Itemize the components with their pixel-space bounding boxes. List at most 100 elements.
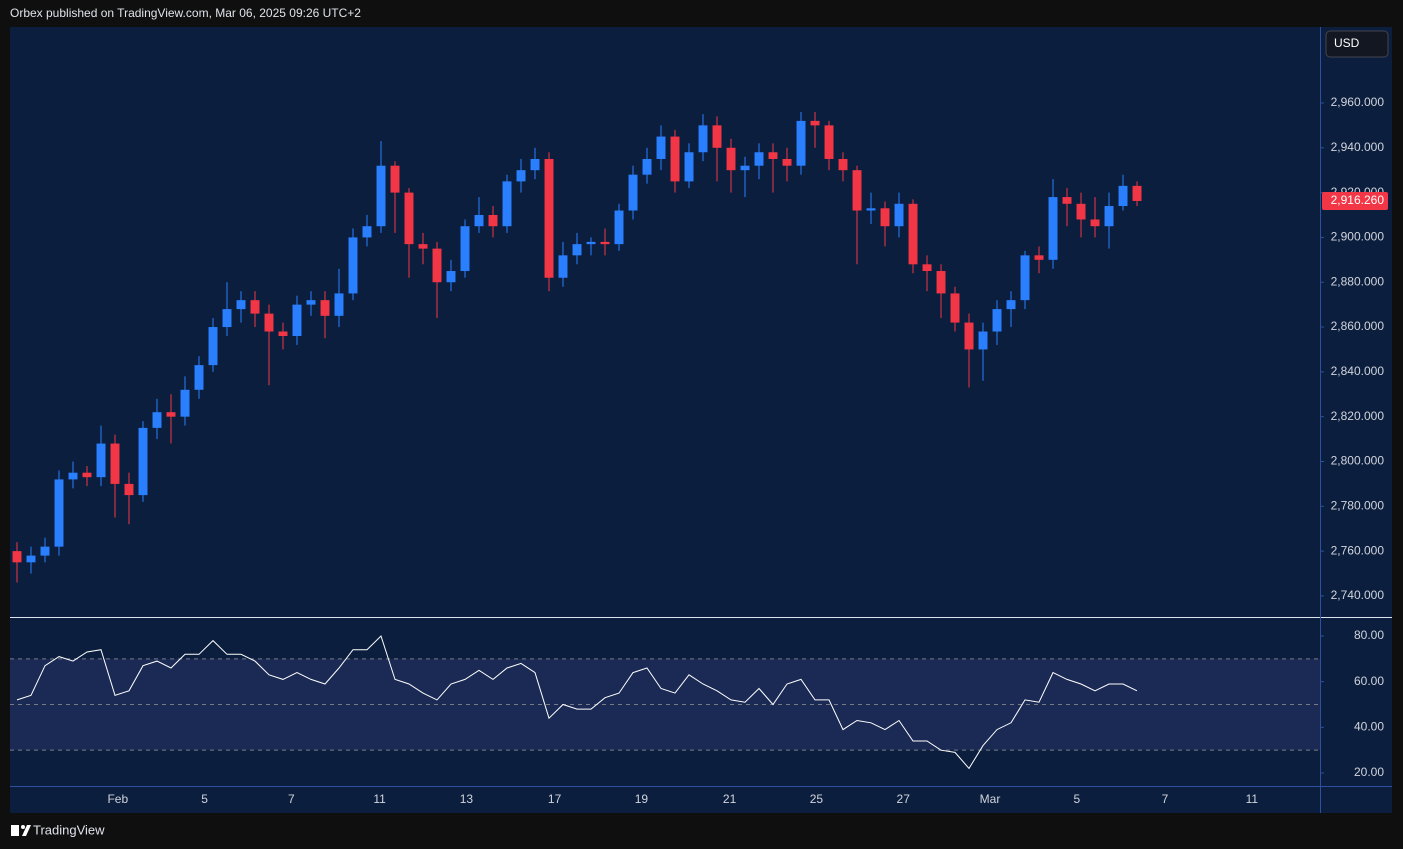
- candle-body: [293, 305, 302, 336]
- candle-body: [783, 159, 792, 166]
- x-tick-label: 5: [1073, 792, 1080, 806]
- candle-body: [41, 547, 50, 556]
- candle-body: [251, 300, 260, 313]
- candle-body: [223, 309, 232, 327]
- y-tick-label: 2,840.000: [1331, 364, 1385, 378]
- y-tick-label: 80.00: [1354, 628, 1384, 642]
- candle-body: [489, 215, 498, 226]
- y-tick-label: 2,960.000: [1331, 95, 1385, 109]
- publish-info: Orbex published on TradingView.com, Mar …: [10, 6, 361, 20]
- candle-body: [671, 137, 680, 182]
- candle-body: [629, 175, 638, 211]
- currency-label[interactable]: USD: [1334, 36, 1360, 50]
- candle-body: [545, 159, 554, 278]
- candle-body: [937, 271, 946, 293]
- candle-body: [139, 428, 148, 495]
- candle-body: [1049, 197, 1058, 260]
- candle-body: [209, 327, 218, 365]
- candle-body: [951, 293, 960, 322]
- y-tick-label: 20.00: [1354, 765, 1384, 779]
- x-tick-label: 25: [810, 792, 824, 806]
- candle-body: [685, 152, 694, 181]
- candle-body: [993, 309, 1002, 331]
- candle-body: [769, 152, 778, 159]
- x-tick-label: 17: [548, 792, 562, 806]
- candle-body: [363, 226, 372, 237]
- candle-body: [867, 208, 876, 210]
- candle-body: [447, 271, 456, 282]
- candle-body: [811, 121, 820, 125]
- y-tick-label: 2,780.000: [1331, 498, 1385, 512]
- candle-body: [153, 412, 162, 428]
- candle-body: [125, 484, 134, 495]
- candle-body: [55, 479, 64, 546]
- candle-body: [713, 125, 722, 147]
- candle-body: [1063, 197, 1072, 204]
- candle-body: [195, 365, 204, 390]
- candle-body: [573, 244, 582, 255]
- candle-body: [615, 211, 624, 245]
- x-tick-label: 13: [460, 792, 474, 806]
- candle-body: [433, 249, 442, 283]
- candle-body: [587, 242, 596, 244]
- y-tick-label: 2,900.000: [1331, 230, 1385, 244]
- candle-body: [755, 152, 764, 165]
- candle-body: [321, 300, 330, 316]
- candle-body: [419, 244, 428, 248]
- y-tick-label: 40.00: [1354, 720, 1384, 734]
- candle-body: [27, 556, 36, 563]
- y-tick-label: 60.00: [1354, 674, 1384, 688]
- candle-body: [461, 226, 470, 271]
- candle-body: [923, 264, 932, 271]
- y-tick-label: 2,740.000: [1331, 588, 1385, 602]
- candle-body: [657, 137, 666, 159]
- candle-body: [825, 125, 834, 159]
- candle-body: [1133, 186, 1142, 201]
- candle-body: [349, 237, 358, 293]
- candle-body: [97, 444, 106, 478]
- candle-body: [909, 204, 918, 265]
- x-tick-label: Feb: [107, 792, 128, 806]
- candle-body: [1007, 300, 1016, 309]
- candle-body: [643, 159, 652, 175]
- y-tick-label: 2,800.000: [1331, 454, 1385, 468]
- candle-body: [601, 242, 610, 244]
- x-tick-label: Mar: [980, 792, 1001, 806]
- candle-body: [1035, 255, 1044, 259]
- y-tick-label: 2,940.000: [1331, 140, 1385, 154]
- candle-body: [405, 193, 414, 245]
- candle-body: [1077, 204, 1086, 220]
- y-tick-label: 2,880.000: [1331, 274, 1385, 288]
- y-tick-label: 2,860.000: [1331, 319, 1385, 333]
- candle-body: [279, 332, 288, 336]
- candle-body: [167, 412, 176, 416]
- candle-body: [391, 166, 400, 193]
- candle-body: [377, 166, 386, 227]
- candle-body: [965, 323, 974, 350]
- x-tick-label: 11: [1246, 792, 1259, 806]
- candle-body: [307, 300, 316, 304]
- last-price-label: 2,916.260: [1331, 193, 1385, 207]
- candle-body: [699, 125, 708, 152]
- x-tick-label: 27: [897, 792, 911, 806]
- candle-body: [503, 181, 512, 226]
- candle-body: [335, 293, 344, 315]
- candle-body: [881, 208, 890, 226]
- x-tick-label: 5: [201, 792, 208, 806]
- y-tick-label: 2,820.000: [1331, 409, 1385, 423]
- candle-body: [531, 159, 540, 170]
- candle-body: [111, 444, 120, 484]
- x-tick-label: 21: [723, 792, 737, 806]
- candle-body: [13, 551, 22, 562]
- y-tick-label: 2,760.000: [1331, 543, 1385, 557]
- x-tick-label: 7: [1162, 792, 1169, 806]
- candle-body: [1091, 219, 1100, 226]
- candle-body: [83, 473, 92, 477]
- candle-body: [797, 121, 806, 166]
- candle-body: [741, 166, 750, 170]
- x-tick-label: 7: [288, 792, 295, 806]
- candle-body: [181, 390, 190, 417]
- candle-body: [265, 314, 274, 332]
- candle-body: [517, 170, 526, 181]
